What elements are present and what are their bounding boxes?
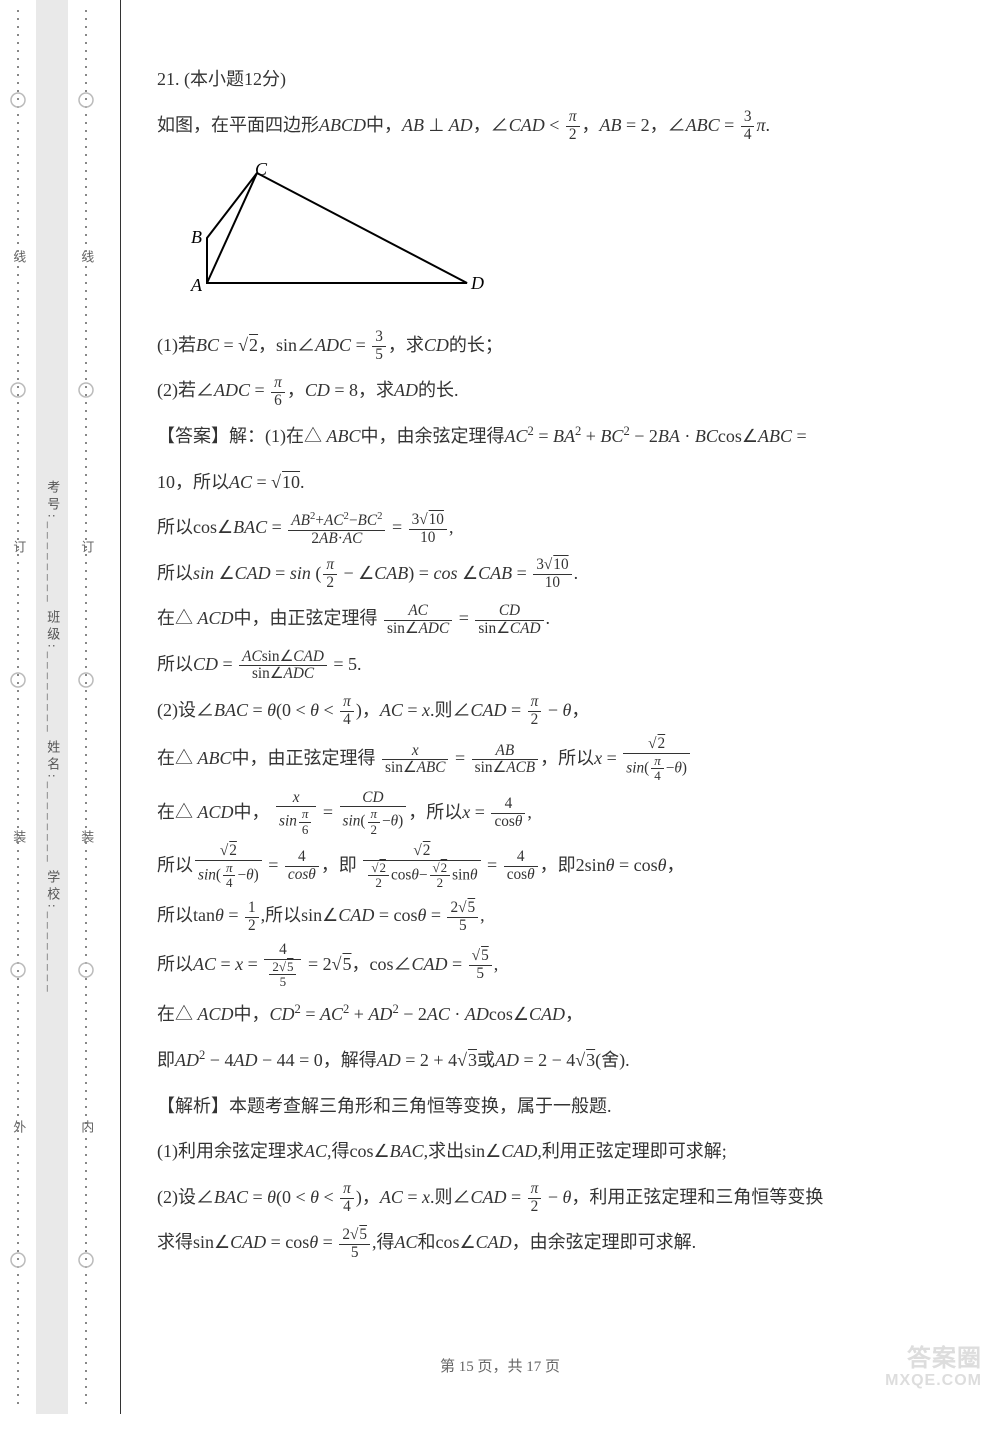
question-header: 21. (本小题12分) xyxy=(157,60,950,100)
subquestion-1: (1)若BC = √2，sin∠ADC = 35，求CD的长； xyxy=(157,326,950,366)
binding-char-inner-0: 内 xyxy=(72,1120,101,1139)
content-area: 21. (本小题12分) 如图，在平面四边形ABCD中，AB ⊥ AD，∠CAD… xyxy=(120,0,1000,1414)
answer-line-1: 【答案】解：(1)在△ ABC中，由余弦定理得AC2 = BA2 + BC2 −… xyxy=(157,417,950,457)
answer-line-11: 所以tanθ = 12,所以sin∠CAD = cosθ = 2√55, xyxy=(157,896,950,936)
answer-line-13: 在△ ACD中，CD2 = AC2 + AD2 − 2AC · ADcos∠CA… xyxy=(157,995,950,1035)
binding-char-inner-1: 装 xyxy=(72,830,101,849)
analysis-line-1: 【解析】本题考查解三角形和三角恒等变换，属于一般题. xyxy=(157,1087,950,1127)
answer-label: 【答案】解： xyxy=(157,426,265,446)
answer-line-8: 在△ ABC中，由正弦定理得 xsin∠ABC = ABsin∠ACB，所以x … xyxy=(157,736,950,783)
binding-shade: 学校:________ 姓名:________ 班级:________ 考号:_… xyxy=(36,0,68,1414)
analysis-sub-1: (1)利用余弦定理求AC,得cos∠BAC,求出sin∠CAD,利用正弦定理即可… xyxy=(157,1132,950,1172)
answer-line-7: (2)设∠BAC = θ(0 < θ < π4)，AC = x.则∠CAD = … xyxy=(157,691,950,731)
page-number: 第 15 页，共 17 页 xyxy=(0,1351,1000,1384)
binding-char-inner-2: 订 xyxy=(72,540,101,559)
analysis-text: 本题考查解三角形和三角恒等变换，属于一般题. xyxy=(229,1096,612,1116)
binding-margin: 外 装 订 线 学校:________ 姓名:________ 班级:_____… xyxy=(0,0,120,1414)
student-id: 考号:________ xyxy=(38,480,67,606)
binding-outer-col: 外 装 订 线 xyxy=(0,0,36,1414)
binding-char-outer-2: 订 xyxy=(4,540,33,559)
answer-line-5: 在△ ACD中，由正弦定理得 ACsin∠ADC = CDsin∠CAD. xyxy=(157,599,950,639)
question-points: (本小题12分) xyxy=(184,69,286,89)
answer-line-2: 10，所以AC = √10. xyxy=(157,463,950,503)
watermark-line2: MXQE.COM xyxy=(885,1372,982,1390)
student-class: 班级:________ xyxy=(38,610,67,736)
student-school: 学校:________ xyxy=(38,870,67,996)
fig-label-c: C xyxy=(255,163,268,179)
answer-line-14: 即AD2 − 4AD − 44 = 0，解得AD = 2 + 4√3或AD = … xyxy=(157,1041,950,1081)
page: 外 装 订 线 学校:________ 姓名:________ 班级:_____… xyxy=(0,0,1000,1414)
analysis-sub-2a: (2)设∠BAC = θ(0 < θ < π4)，AC = x.则∠CAD = … xyxy=(157,1178,950,1218)
binding-inner-col: 内 装 订 线 xyxy=(68,0,104,1414)
figure-quadrilateral: C B A D xyxy=(187,163,950,308)
binding-char-outer-1: 装 xyxy=(4,830,33,849)
fig-label-d: D xyxy=(470,273,484,293)
question-prompt: 如图，在平面四边形ABCD中，AB ⊥ AD，∠CAD < π2，AB = 2，… xyxy=(157,106,950,146)
watermark: 答案圈 MXQE.COM xyxy=(885,1346,982,1390)
answer-line-4: 所以sin ∠CAD = sin (π2 − ∠CAB) = cos ∠CAB … xyxy=(157,554,950,594)
analysis-label: 【解析】 xyxy=(157,1096,229,1116)
watermark-line1: 答案圈 xyxy=(885,1346,982,1372)
fig-label-b: B xyxy=(191,227,202,247)
subquestion-2: (2)若∠ADC = π6，CD = 8，求AD的长. xyxy=(157,371,950,411)
binding-char-outer-3: 线 xyxy=(4,250,33,269)
analysis-sub-2b: 求得sin∠CAD = cosθ = 2√55,得AC和cos∠CAD，由余弦定… xyxy=(157,1223,950,1263)
binding-char-outer-0: 外 xyxy=(4,1120,33,1139)
answer-line-3: 所以cos∠BAC = AB2+AC2−BC22AB·AC = 3√1010, xyxy=(157,508,950,548)
student-name: 姓名:________ xyxy=(38,740,67,866)
answer-line-9: 在△ ACD中， xsinπ6 = CDsin(π2−θ)，所以x = 4cos… xyxy=(157,790,950,837)
answer-line-12: 所以AC = x = 42√55 = 2√5，cos∠CAD = √55, xyxy=(157,942,950,989)
answer-line-10: 所以√2sin(π4−θ) = 4cosθ，即 √2√22cosθ−√22sin… xyxy=(157,843,950,890)
question-number: 21. xyxy=(157,69,180,89)
answer-line-6: 所以CD = ACsin∠CADsin∠ADC = 5. xyxy=(157,645,950,685)
binding-char-inner-3: 线 xyxy=(72,250,101,269)
fig-label-a: A xyxy=(190,275,203,293)
